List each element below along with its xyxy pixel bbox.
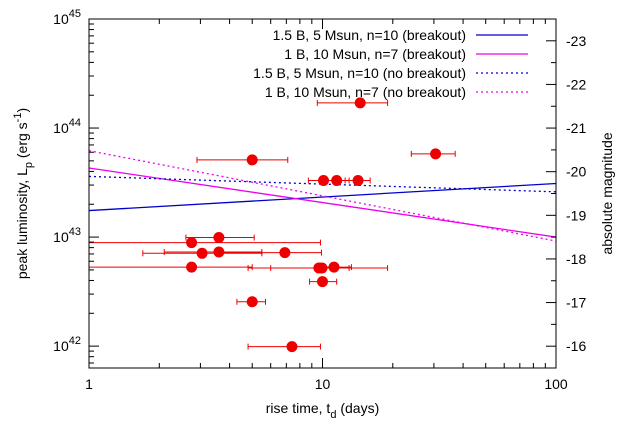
data-marker [186,237,198,249]
data-marker [352,175,364,187]
x-axis-label-unit: (days) [336,400,379,416]
y2-tick-label: -17 [566,295,586,311]
legend-entry: 1.5 B, 5 Msun, n=10 (no breakout) [253,65,528,81]
data-marker [286,341,298,353]
legend-label: 1.5 B, 5 Msun, n=10 (breakout) [273,27,466,43]
y2-tick-label: -20 [566,164,586,180]
data-point [89,261,253,273]
data-marker [331,175,343,187]
data-marker [213,246,225,258]
data-point [247,341,321,353]
data-point [196,154,289,166]
x-tick-label: 1 [85,376,93,392]
y-tick-label: 1044 [53,117,81,136]
data-marker [213,232,225,244]
data-point [221,247,322,259]
y2-tick-label: -19 [566,207,586,223]
y2-tick-label: -21 [566,120,586,136]
data-point [163,246,263,258]
x-tick-label: 10 [315,376,331,392]
data-marker [317,276,328,288]
data-point [247,262,389,274]
data-marker [279,247,291,259]
legend: 1.5 B, 5 Msun, n=10 (breakout) 1 B, 10 Ms… [253,27,528,100]
x-axis-label-sub: d [330,409,336,421]
data-point [89,237,321,249]
y2-tick-label: -16 [566,338,586,354]
model-curve [88,182,557,212]
y-axis-label-close: ) [14,108,30,113]
legend-label: 1 B, 10 Msun, n=7 (breakout) [284,46,466,62]
y-axis-label-sub: p [23,162,35,168]
y-tick-label: 1042 [53,335,81,354]
data-marker [354,97,366,109]
legend-label: 1.5 B, 5 Msun, n=10 (no breakout) [253,65,466,81]
data-point [344,175,371,187]
y2-axis-label: absolute magnitude [599,132,615,254]
model-curves [88,150,557,242]
data-point [314,261,352,273]
x-tick-label: 100 [544,376,568,392]
data-marker [196,247,208,259]
y2-tick-label: -22 [566,76,586,92]
y-axis-label-sup: -1 [12,113,24,123]
legend-entry: 1 B, 10 Msun, n=7 (no breakout) [265,84,528,100]
y-axis-label-unit: (erg s [14,122,30,162]
data-points [89,97,456,353]
data-marker [316,262,328,274]
data-point [309,276,338,288]
data-point [142,247,263,259]
model-curve [88,150,557,242]
data-marker [328,261,340,273]
data-marker [186,261,198,273]
x-axis-label: rise time, td (days) [266,400,380,421]
data-point [236,296,266,308]
data-marker [430,148,442,160]
y-tick-label: 1043 [53,226,81,245]
data-point [316,97,389,109]
legend-entry: 1 B, 10 Msun, n=7 (breakout) [284,46,528,62]
y2-tick-label: -23 [566,33,586,49]
legend-label: 1 B, 10 Msun, n=7 (no breakout) [265,84,466,100]
data-marker [246,296,258,308]
y-axis-label-main: peak luminosity, L [14,168,30,279]
x-axis-label-main: rise time, t [266,400,331,416]
legend-entry: 1.5 B, 5 Msun, n=10 (breakout) [273,27,528,43]
data-point [185,232,255,244]
y-tick-label: 1045 [53,8,81,27]
y-axis-label: peak luminosity, Lp (erg s-1) [12,108,35,279]
data-marker [246,154,258,166]
y2-tick-label: -18 [566,251,586,267]
data-point [322,175,350,187]
data-point [410,148,456,160]
